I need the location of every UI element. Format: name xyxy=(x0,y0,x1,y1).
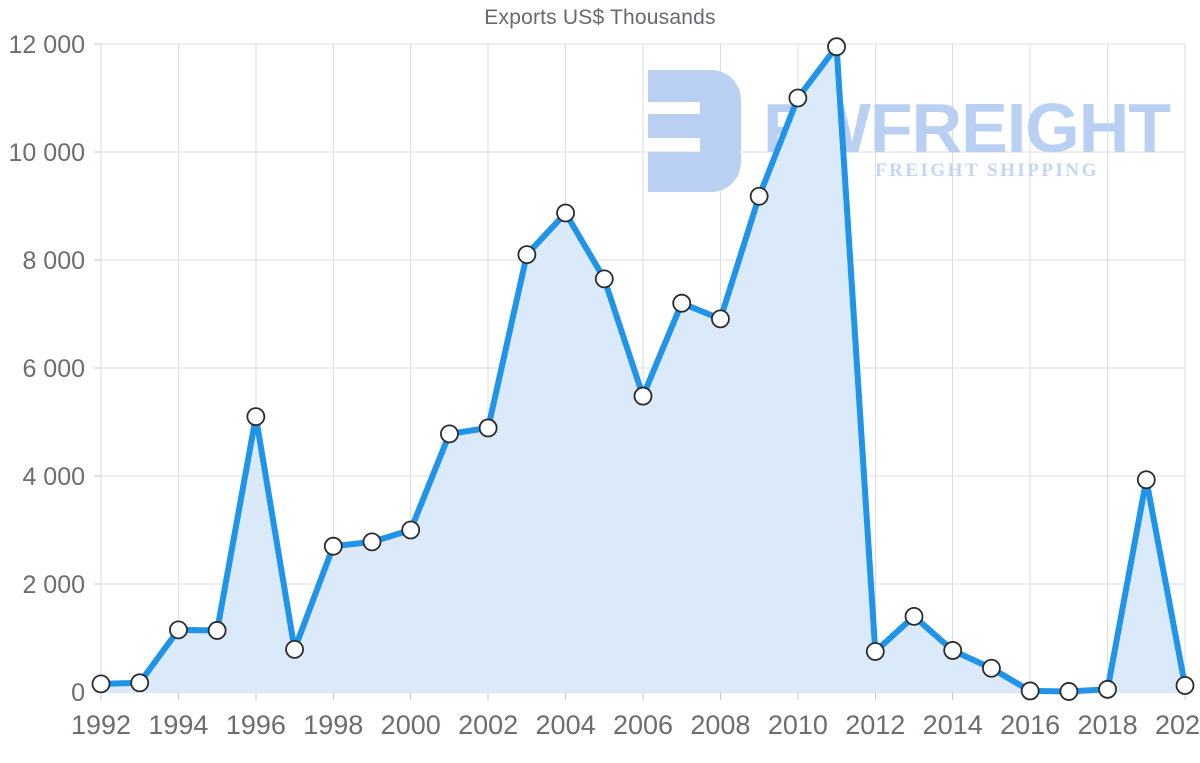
x-tick-label: 2006 xyxy=(613,710,673,740)
x-tick-label: 2012 xyxy=(845,710,905,740)
x-tick-label: 2002 xyxy=(458,710,518,740)
y-tick-label: 6 000 xyxy=(22,355,85,383)
data-point-2009[interactable]: 2009: 9180 xyxy=(749,186,769,206)
chart-title: Exports US$ Thousands xyxy=(484,6,716,29)
data-point-2019[interactable]: 2019: 3930 xyxy=(1136,470,1156,490)
data-point-2013[interactable]: 2013: 1400 xyxy=(904,607,924,626)
data-point-2011[interactable]: 2011: 11950 xyxy=(827,37,846,57)
data-point-2003[interactable]: 2003: 8100 xyxy=(517,245,537,265)
data-point-2020[interactable]: 2020: 120 xyxy=(1175,676,1195,695)
data-point-2000[interactable]: 2000: 3000 xyxy=(401,520,421,540)
data-point-2010[interactable]: 2010: 11000 xyxy=(788,88,808,108)
watermark: FWFREIGHT FREIGHT SHIPPING xyxy=(648,70,1171,192)
x-axis-labels: 1992 1994 1996 1998 2000 2002 2004 2006 2008 2010… xyxy=(71,710,1200,740)
y-tick-label: 8 000 xyxy=(22,247,85,275)
data-point-1995[interactable]: 1995: 1140 xyxy=(207,621,227,640)
data-point-2004[interactable]: 2004: 8870 xyxy=(556,203,575,223)
data-point-2001[interactable]: 2001: 4780 xyxy=(440,424,459,444)
x-tick-label: 2018 xyxy=(1078,710,1138,740)
y-tick-label: 2 000 xyxy=(22,571,85,599)
data-point-1994[interactable]: 1994: 1150 xyxy=(169,620,188,640)
data-point-2006[interactable]: 2006: 5480 xyxy=(633,386,653,406)
data-point-2017[interactable]: 2017: 10 xyxy=(1059,682,1079,701)
data-point-2012[interactable]: 2012: 750 xyxy=(865,642,885,661)
area-fill xyxy=(101,46,1185,692)
x-tick-label: 1992 xyxy=(71,710,131,740)
y-axis-tick-marks xyxy=(94,43,101,693)
data-point-2008[interactable]: 2008: 6910 xyxy=(711,309,730,329)
x-tick-label: 2000 xyxy=(381,710,441,740)
data-point-2015[interactable]: 2015: 440 xyxy=(982,658,1001,678)
x-tick-label: 2016 xyxy=(1000,710,1060,740)
data-point-1998[interactable]: 1998: 2700 xyxy=(323,536,343,556)
data-point-2007[interactable]: 2007: 7200 xyxy=(672,293,692,313)
x-tick-label: 2014 xyxy=(923,710,983,740)
x-tick-label: 2020 xyxy=(1155,710,1200,740)
y-tick-label: 10 000 xyxy=(9,139,85,167)
y-tick-label: 12 000 xyxy=(9,31,85,59)
x-tick-label: 1994 xyxy=(148,710,208,740)
data-point-1997[interactable]: 1997: 790 xyxy=(285,639,304,659)
data-point-2016[interactable]: 2016: 20 xyxy=(1020,681,1040,701)
y-tick-label: 0 xyxy=(71,679,85,707)
x-tick-label: 2004 xyxy=(536,710,596,740)
data-point-2014[interactable]: 2014: 770 xyxy=(943,641,963,660)
x-tick-label: 2010 xyxy=(768,710,828,740)
data-point-markers[interactable]: 1992: 150 1993: 170 1994: 1150 1995: 1140 19… xyxy=(91,37,1195,701)
watermark-tagline: FREIGHT SHIPPING xyxy=(875,160,1099,181)
data-point-2018[interactable]: 2018: 50 xyxy=(1098,679,1117,699)
data-point-2002[interactable]: 2002: 4890 xyxy=(478,418,498,438)
data-point-2005[interactable]: 2005: 7650 xyxy=(594,269,614,289)
data-point-1992[interactable]: 1992: 150 xyxy=(91,674,111,694)
fwfreight-logo-icon xyxy=(648,70,741,192)
data-point-1999[interactable]: 1999: 2780 xyxy=(362,532,382,552)
x-tick-label: 1996 xyxy=(226,710,286,740)
y-tick-label: 4 000 xyxy=(22,463,85,491)
data-point-1996[interactable]: 1996: 5100 xyxy=(246,407,266,427)
data-point-1993[interactable]: 1993: 170 xyxy=(130,673,150,693)
x-tick-label: 2008 xyxy=(690,710,750,740)
x-tick-label: 1998 xyxy=(303,710,363,740)
y-axis-labels: 0 2 000 4 000 6 000 8 000 10 000 12 000 xyxy=(9,31,85,707)
